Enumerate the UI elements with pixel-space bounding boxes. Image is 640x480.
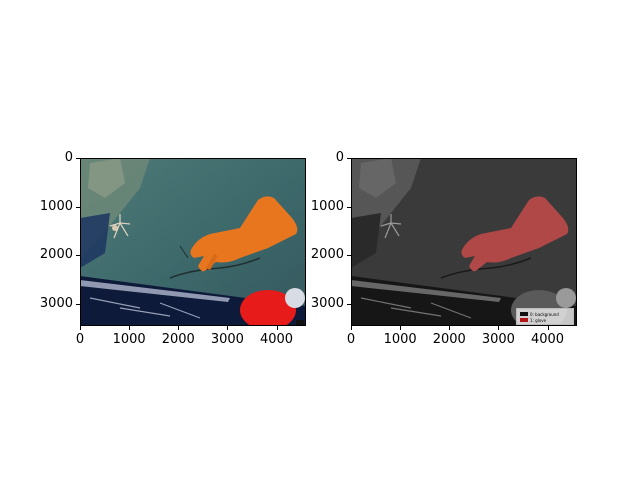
y-tick-label: 2000 — [39, 247, 73, 263]
y-tick-mark — [347, 158, 351, 159]
original-image-panel — [80, 158, 306, 326]
y-tick-label: 1000 — [310, 198, 344, 214]
x-tick-label: 0 — [75, 332, 85, 347]
segmentation-overlay — [351, 158, 577, 326]
x-tick-label: 4000 — [259, 332, 294, 347]
segmentation-panel — [351, 158, 577, 326]
seafloor-photo — [80, 158, 306, 326]
glove — [190, 196, 298, 272]
x-tick-label: 1000 — [383, 332, 417, 347]
y-tick-mark — [347, 304, 351, 306]
x-tick-label: 3000 — [481, 332, 515, 347]
x-tick-mark — [400, 326, 402, 330]
x-tick-label: 0 — [346, 332, 356, 347]
y-tick-mark — [347, 206, 351, 208]
y-tick-mark — [347, 255, 351, 257]
x-tick-mark — [80, 326, 81, 330]
legend-label: 0: background — [530, 311, 559, 317]
legend-label: 1: glove — [530, 317, 547, 323]
y-tick-label: 3000 — [39, 296, 73, 312]
x-tick-mark — [178, 326, 180, 330]
x-tick-mark — [547, 326, 549, 330]
x-tick-mark — [129, 326, 131, 330]
y-tick-label: 0 — [64, 150, 73, 165]
x-tick-label: 3000 — [210, 332, 244, 347]
y-tick-label: 2000 — [310, 247, 344, 263]
glove-mask — [461, 196, 569, 272]
x-tick-mark — [276, 326, 278, 330]
x-tick-label: 1000 — [112, 332, 146, 347]
y-tick-label: 0 — [335, 150, 344, 165]
x-tick-mark — [351, 326, 352, 330]
x-tick-label: 4000 — [530, 332, 565, 347]
y-tick-mark — [76, 304, 80, 306]
x-tick-mark — [227, 326, 229, 330]
photo-stamp — [295, 320, 304, 325]
x-tick-label: 2000 — [161, 332, 195, 347]
y-tick-label: 1000 — [39, 198, 73, 214]
x-tick-mark — [449, 326, 451, 330]
y-tick-mark — [76, 158, 80, 159]
legend-item-glove: 1: glove — [520, 317, 570, 323]
legend: 0: background 1: glove — [516, 308, 574, 325]
y-tick-mark — [76, 206, 80, 208]
legend-swatch-background — [520, 312, 528, 316]
legend-swatch-glove — [520, 318, 528, 322]
x-tick-label: 2000 — [432, 332, 466, 347]
y-tick-label: 3000 — [310, 296, 344, 312]
legend-item-background: 0: background — [520, 311, 570, 317]
x-tick-mark — [498, 326, 500, 330]
y-tick-mark — [76, 255, 80, 257]
